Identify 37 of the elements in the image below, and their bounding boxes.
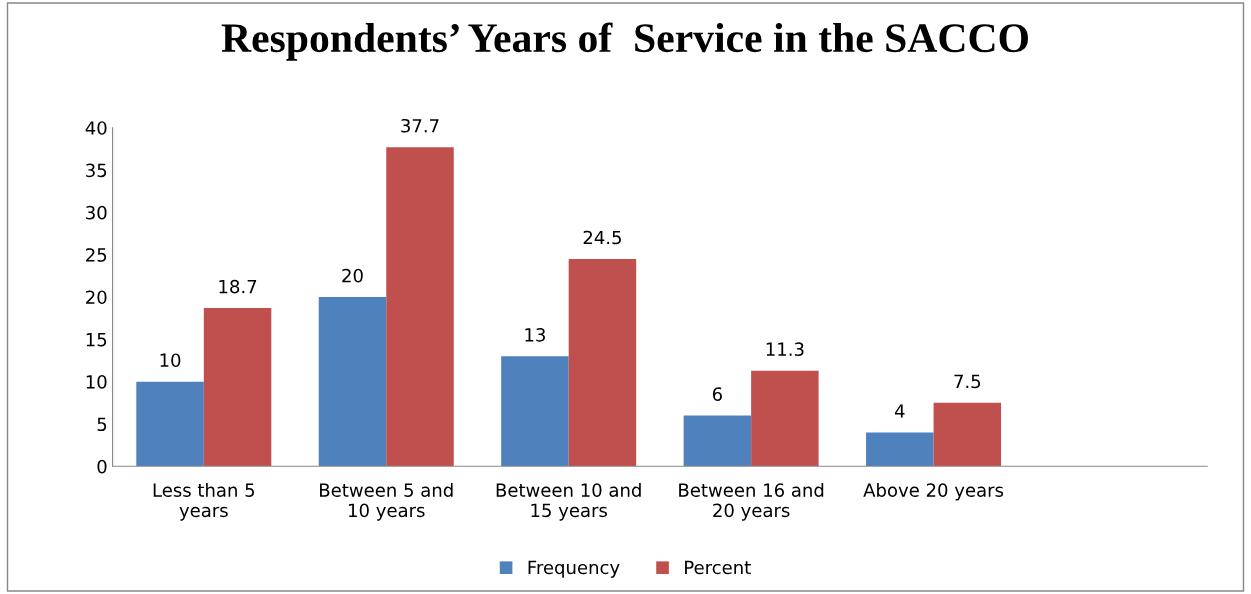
x-tick-label: Between 10 and 15 years — [496, 482, 641, 521]
bar — [203, 308, 272, 467]
y-tick-label: 10 — [86, 375, 107, 389]
bar — [136, 381, 204, 467]
data-label: 24.5 — [583, 230, 621, 245]
data-label: 18.7 — [219, 279, 257, 294]
data-label: 4 — [894, 404, 905, 418]
data-label: 20 — [342, 268, 363, 283]
bar — [386, 147, 454, 467]
legend-label: Frequency — [528, 560, 620, 578]
bar — [568, 258, 637, 467]
data-label: 37.7 — [401, 118, 439, 133]
y-tick-label: 0 — [97, 459, 107, 474]
y-tick-label: 30 — [86, 205, 107, 220]
data-label: 10 — [160, 353, 181, 368]
bar — [501, 356, 569, 467]
y-tick-label: 25 — [86, 248, 107, 262]
bar — [683, 415, 752, 467]
x-tick-label: Between 16 and 20 years — [679, 482, 824, 521]
legend-label: Percent — [685, 560, 751, 575]
data-label: 13 — [525, 327, 545, 342]
data-label: 11.3 — [766, 342, 804, 357]
data-label: 7.5 — [954, 374, 981, 389]
y-tick-label: 35 — [86, 163, 107, 178]
data-label: 6 — [712, 387, 722, 401]
x-tick-label: Less than 5 years — [153, 482, 255, 521]
y-tick-label: 15 — [86, 333, 107, 347]
y-tick-label: 20 — [86, 290, 107, 305]
bar — [318, 297, 387, 467]
y-tick-label: 5 — [97, 417, 107, 432]
y-tick-label: 40 — [85, 121, 107, 135]
x-tick-label: Above 20 years — [863, 482, 1004, 501]
bar — [751, 370, 819, 467]
bar — [933, 402, 1002, 467]
x-tick-label: Between 5 and 10 years — [320, 482, 453, 521]
chart-title: Respondents’ Years of Service in the SACCO — [221, 22, 1028, 61]
bar — [866, 432, 934, 467]
